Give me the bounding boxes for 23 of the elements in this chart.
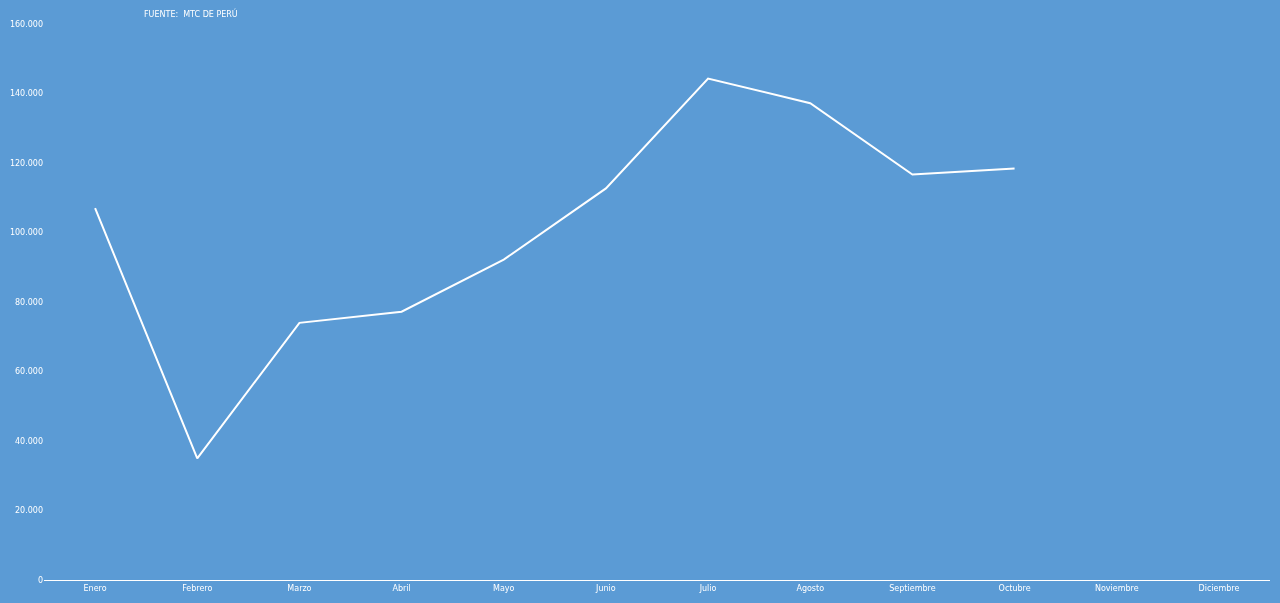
y-tick-label: 0 (37, 575, 43, 585)
line-series (94, 77, 1016, 460)
x-tick-label: Marzo (287, 583, 312, 593)
y-tick-label: 20.000 (15, 506, 43, 516)
source-note: FUENTE: MTC DE PERÚ (144, 8, 238, 19)
y-tick-label: 140.000 (9, 89, 43, 99)
x-tick-label: Diciembre (1198, 583, 1240, 593)
y-tick-label: 60.000 (15, 367, 43, 377)
x-tick-label: Enero (83, 583, 107, 593)
x-tick-label: Abril (392, 583, 411, 593)
x-tick-label: Octubre (998, 583, 1031, 593)
x-tick-label: Agosto (796, 583, 825, 593)
x-tick-label: Septiembre (889, 583, 936, 593)
y-tick-label: 100.000 (9, 228, 43, 238)
x-tick-label: Junio (595, 583, 616, 593)
y-tick-label: 160.000 (9, 19, 43, 29)
y-tick-label: 120.000 (9, 158, 43, 168)
x-tick-label: Julio (698, 583, 717, 593)
y-tick-label: 40.000 (15, 436, 43, 446)
x-tick-label: Mayo (493, 583, 515, 593)
x-tick-label: Febrero (182, 583, 213, 593)
y-tick-label: 80.000 (15, 297, 43, 307)
x-tick-label: Noviembre (1094, 583, 1139, 593)
